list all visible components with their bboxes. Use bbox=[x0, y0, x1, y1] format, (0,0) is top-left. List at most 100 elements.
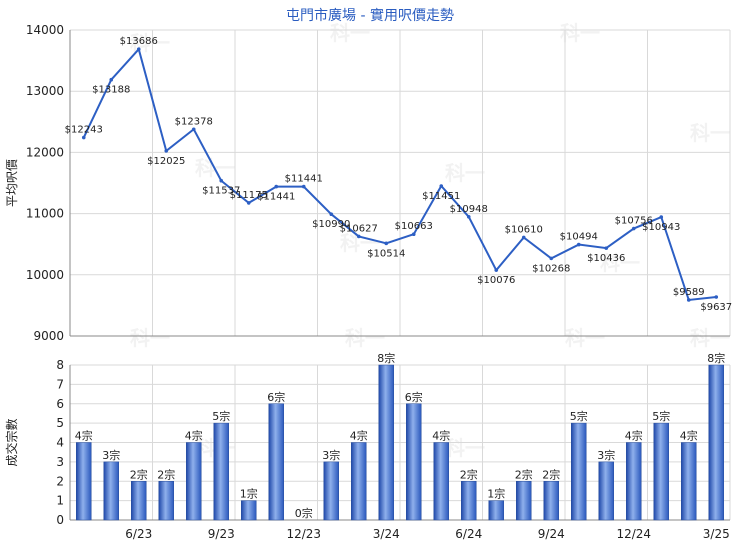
y-tick-label: 3 bbox=[56, 455, 64, 469]
price-label: $10436 bbox=[587, 253, 625, 264]
transaction-bar bbox=[241, 500, 257, 521]
y-tick-label: 7 bbox=[56, 377, 64, 391]
chart-title: 屯門市廣場 - 實用呎價走勢 bbox=[286, 7, 454, 24]
x-tick-label: 3/24 bbox=[373, 527, 400, 541]
bar-value-label: 1宗 bbox=[487, 487, 505, 501]
transactions-bar-chart: 0 1 2 3 4 5 6 7 8 成交宗數 4宗 3宗 2宗 2宗 4宗 5宗 1宗 6宗 0宗 3宗 4宗 8宗 6宗 4… bbox=[4, 351, 731, 541]
bar-value-label: 8宗 bbox=[707, 351, 725, 365]
watermark-layer: 科一科一科一科一科一科一科一科一科一科一科一科一科一科一 bbox=[130, 21, 730, 460]
price-point bbox=[686, 298, 691, 302]
price-label: $13686 bbox=[120, 36, 158, 47]
bar-value-label: 4宗 bbox=[432, 429, 450, 443]
transaction-bar bbox=[708, 364, 724, 521]
watermark-text: 科一 bbox=[445, 436, 485, 460]
x-tick-label: 9/24 bbox=[538, 527, 565, 541]
price-point bbox=[329, 212, 334, 217]
price-point bbox=[246, 201, 251, 205]
bar-value-label: 4宗 bbox=[75, 429, 93, 443]
transaction-bar bbox=[131, 481, 147, 521]
y-tick-label: 12000 bbox=[26, 145, 64, 159]
bar-value-label: 0宗 bbox=[295, 506, 313, 520]
transaction-bar bbox=[543, 481, 559, 521]
price-label: $13188 bbox=[92, 85, 130, 96]
x-tick-label: 12/24 bbox=[616, 527, 651, 541]
y-tick-label: 4 bbox=[56, 436, 64, 450]
price-point bbox=[466, 214, 471, 219]
price-point bbox=[164, 149, 169, 153]
transaction-bar bbox=[268, 403, 284, 521]
price-label: $12378 bbox=[175, 116, 213, 127]
price-point bbox=[549, 256, 554, 261]
y-tick-label: 0 bbox=[56, 513, 64, 527]
price-point bbox=[301, 184, 306, 189]
price-point bbox=[494, 268, 499, 272]
bar-value-label: 2宗 bbox=[157, 467, 175, 481]
y-tick-label: 5 bbox=[56, 416, 64, 430]
watermark-text: 科一 bbox=[445, 161, 485, 185]
watermark-text: 科一 bbox=[130, 326, 170, 350]
price-point bbox=[384, 241, 389, 246]
bar-value-label: 3宗 bbox=[102, 448, 120, 462]
bar-value-label: 6宗 bbox=[405, 390, 423, 404]
bar-value-label: 4宗 bbox=[625, 429, 643, 443]
x-tick-label: 12/23 bbox=[286, 527, 321, 541]
transaction-bar bbox=[103, 461, 119, 521]
transaction-bar bbox=[598, 461, 614, 521]
price-point bbox=[604, 246, 609, 250]
watermark-text: 科一 bbox=[565, 326, 605, 350]
price-label: $10268 bbox=[532, 263, 570, 274]
transaction-bar bbox=[213, 422, 229, 521]
price-point bbox=[576, 242, 581, 247]
transaction-bar bbox=[406, 403, 422, 521]
transaction-bar bbox=[378, 364, 394, 521]
bar-value-label: 2宗 bbox=[130, 467, 148, 481]
x-tick-label: 6/23 bbox=[125, 527, 152, 541]
price-point bbox=[439, 184, 444, 188]
bar-value-label: 6宗 bbox=[267, 390, 285, 404]
transaction-bar bbox=[351, 442, 367, 521]
y-tick-label: 8 bbox=[56, 358, 64, 372]
x-tick-label: 9/23 bbox=[208, 527, 235, 541]
transaction-bar bbox=[626, 442, 642, 521]
y-tick-label: 11000 bbox=[26, 207, 64, 221]
bar-value-label: 2宗 bbox=[460, 467, 478, 481]
price-label: $10990 bbox=[312, 219, 350, 230]
price-label: $10610 bbox=[505, 224, 543, 235]
price-point bbox=[714, 295, 719, 299]
bar-value-label: 3宗 bbox=[597, 448, 615, 462]
bar-value-label: 2宗 bbox=[542, 467, 560, 481]
price-label: $12025 bbox=[147, 156, 185, 167]
transaction-bar bbox=[186, 442, 202, 521]
price-label: $10948 bbox=[450, 204, 488, 215]
watermark-text: 科一 bbox=[600, 251, 640, 275]
watermark-text: 科一 bbox=[340, 231, 380, 255]
x-tick-label: 6/24 bbox=[455, 527, 482, 541]
price-point bbox=[356, 234, 361, 239]
price-label: $12243 bbox=[65, 125, 103, 136]
price-label: $11441 bbox=[257, 192, 295, 203]
y-tick-label: 13000 bbox=[26, 84, 64, 98]
transaction-bar bbox=[516, 481, 532, 521]
bar-value-label: 2宗 bbox=[515, 467, 533, 481]
bar-value-label: 4宗 bbox=[350, 429, 368, 443]
bar-value-label: 4宗 bbox=[680, 429, 698, 443]
transaction-bar bbox=[433, 442, 449, 521]
price-label: $11537 bbox=[202, 186, 240, 197]
price-label: $11441 bbox=[285, 174, 323, 185]
bar-value-label: 4宗 bbox=[185, 429, 203, 443]
price-label: $9637 bbox=[700, 302, 732, 313]
price-label: $11451 bbox=[422, 191, 460, 202]
price-point bbox=[411, 232, 416, 237]
price-point bbox=[219, 178, 224, 183]
price-label: $10076 bbox=[477, 275, 515, 286]
watermark-text: 科一 bbox=[690, 326, 730, 350]
transaction-bar bbox=[681, 442, 697, 521]
price-point bbox=[191, 127, 196, 132]
price-point bbox=[109, 77, 114, 82]
bar-value-label: 5宗 bbox=[212, 409, 230, 423]
watermark-text: 科一 bbox=[690, 121, 730, 145]
y-axis-label: 平均呎價 bbox=[5, 159, 19, 207]
price-label: $9589 bbox=[673, 287, 705, 298]
y-tick-label: 2 bbox=[56, 474, 64, 488]
